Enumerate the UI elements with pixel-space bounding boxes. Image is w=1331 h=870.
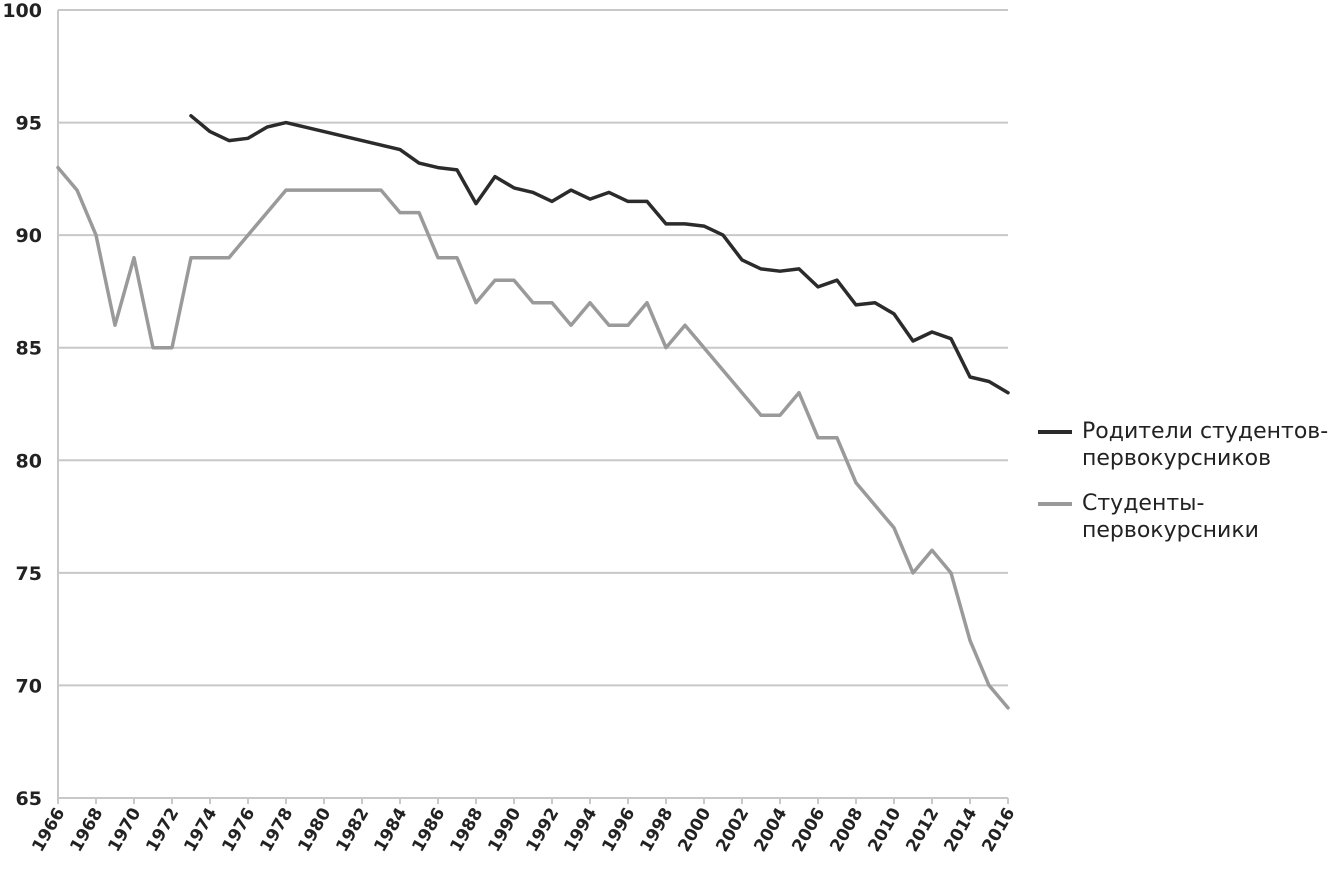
x-tick-label-2012: 2012 [902,805,943,856]
x-tick-label-1976: 1976 [218,805,259,856]
legend-swatch-students [1038,502,1072,506]
y-tick-label-80: 80 [16,450,42,472]
y-tick-label-85: 85 [16,338,42,360]
x-tick-label-2008: 2008 [826,805,867,856]
x-tick-label-2016: 2016 [978,805,1019,856]
x-tick-label-2014: 2014 [940,804,981,855]
x-tick-label-2004: 2004 [750,804,791,855]
x-tick-label-2010: 2010 [864,804,905,855]
x-tick-label-2006: 2006 [788,805,829,856]
legend-label-students: Студенты-первокурсники [1082,491,1259,543]
x-tick-label-1996: 1996 [598,805,639,856]
x-tick-label-1980: 1980 [294,804,335,855]
axes [57,10,1009,804]
legend-item-parents: Родители студентов-первокурсников [1038,418,1331,472]
series-lines [56,114,1010,710]
gridlines [58,9,1008,687]
y-tick-label-100: 100 [2,0,42,22]
x-tick-label-1984: 1984 [370,804,411,855]
x-tick-label-1968: 1968 [66,805,107,856]
x-tick-label-1978: 1978 [256,805,297,856]
legend-label-parents: Родители студентов-первокурсников [1082,419,1329,471]
x-tick-label-1994: 1994 [560,804,601,855]
y-tick-label-65: 65 [16,788,42,810]
y-tick-label-90: 90 [16,225,42,247]
x-axis-ticks: 1966196819701972197419761978198019821984… [28,804,1019,855]
x-tick-label-1970: 1970 [104,804,145,855]
legend-item-students: Студенты-первокурсники [1038,490,1331,544]
series-line-1 [56,165,1010,710]
x-tick-label-1990: 1990 [484,804,525,855]
y-axis-ticks: 65 70 75 80 85 90 95 100 [2,0,42,810]
x-tick-label-1966: 1966 [28,805,69,856]
x-tick-label-2000: 2000 [674,804,715,855]
x-tick-label-1972: 1972 [142,805,183,856]
x-tick-label-1992: 1992 [522,805,563,856]
y-tick-label-95: 95 [16,113,42,135]
x-tick-label-1986: 1986 [408,805,449,856]
y-tick-label-75: 75 [16,563,42,585]
legend-swatch-parents [1038,430,1072,434]
legend: Родители студентов-первокурсников Студен… [1038,418,1331,562]
series-line-0 [189,114,1010,395]
x-tick-label-1974: 1974 [180,804,221,855]
y-tick-label-70: 70 [16,675,42,697]
x-tick-label-1988: 1988 [446,805,487,856]
x-tick-label-1982: 1982 [332,805,373,856]
x-tick-label-1998: 1998 [636,805,677,856]
x-tick-label-2002: 2002 [712,805,753,856]
